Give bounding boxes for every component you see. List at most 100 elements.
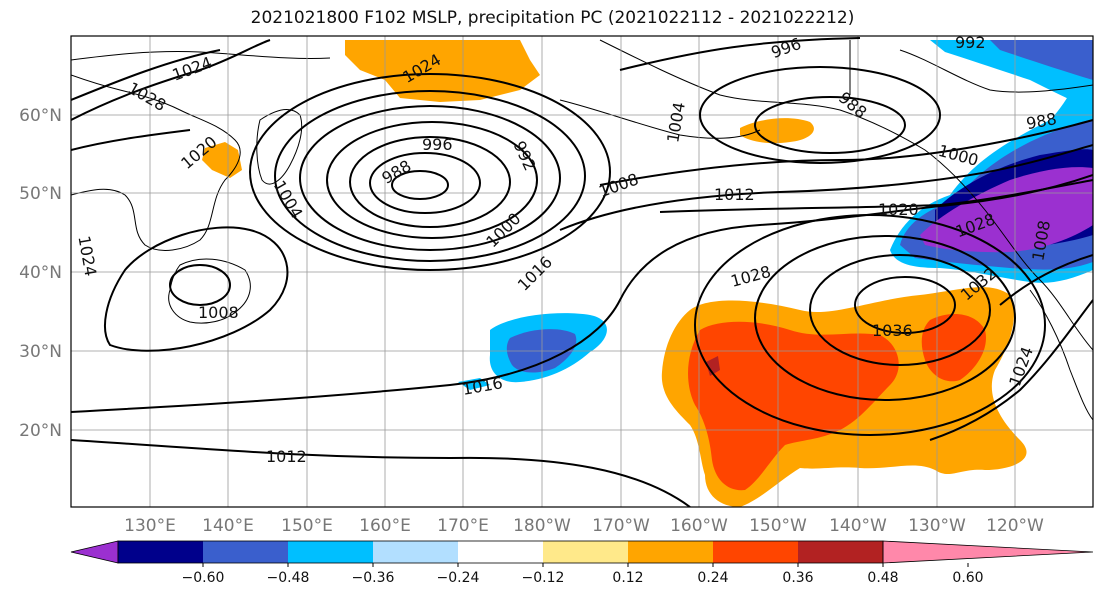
colorbar-segment bbox=[288, 541, 373, 563]
lat-tick-label: 60°N bbox=[19, 106, 62, 126]
lon-tick-label: 160°E bbox=[359, 516, 411, 536]
colorbar-tick-label: 0.36 bbox=[782, 570, 813, 586]
colorbar-arrow-left bbox=[70, 540, 119, 564]
isobar-low-7 bbox=[249, 73, 611, 271]
lon-tick-label: 160°W bbox=[670, 516, 728, 536]
isobar-japan-low bbox=[169, 264, 231, 306]
isobar-label: 1036 bbox=[872, 321, 913, 340]
isobar-label: 1000 bbox=[936, 141, 980, 170]
isobar-low-6 bbox=[274, 90, 586, 262]
colorbar-segment bbox=[798, 541, 883, 563]
isobar-1020 bbox=[659, 179, 1093, 213]
isobar-label: 1004 bbox=[663, 101, 689, 144]
isobar-1024-east bbox=[929, 299, 1093, 441]
isobar-label: 1008 bbox=[198, 303, 239, 322]
lon-tick-label: 150°W bbox=[749, 516, 807, 536]
isobars bbox=[71, 37, 1093, 507]
lon-tick-label: 120°W bbox=[986, 516, 1044, 536]
colorbar-tick-label: 0.24 bbox=[697, 570, 728, 586]
lon-tick-label: 140°W bbox=[829, 516, 887, 536]
isobar-label: 1016 bbox=[514, 252, 556, 294]
colorbar-segment bbox=[203, 541, 288, 563]
colorbar-tick-label: −0.12 bbox=[522, 570, 565, 586]
colorbar-segment bbox=[373, 541, 458, 563]
colorbar-outline bbox=[117, 540, 884, 564]
isobar-high-3 bbox=[754, 235, 1016, 401]
isobar-1008-east bbox=[599, 119, 1093, 186]
shade-orange-north bbox=[345, 40, 540, 102]
colorbar-tick-label: 0.48 bbox=[867, 570, 898, 586]
isobar-label: 1012 bbox=[266, 447, 307, 466]
gridlines bbox=[71, 36, 1093, 507]
isobar-1028-west bbox=[71, 39, 271, 121]
map-frame bbox=[70, 35, 1094, 508]
lat-tick-label: 20°N bbox=[19, 421, 62, 441]
isobar-1016 bbox=[71, 174, 1093, 413]
precip-shading bbox=[202, 40, 1093, 507]
isobar-high-2 bbox=[809, 254, 991, 366]
isobar-label: 1028 bbox=[729, 262, 773, 291]
lat-tick-label: 30°N bbox=[19, 342, 62, 362]
coast-siberia bbox=[71, 51, 331, 61]
shade-red-high bbox=[688, 321, 899, 491]
isobar-label: 1012 bbox=[714, 185, 755, 204]
longitude-labels: 130°E 140°E 150°E 160°E 170°E 180°W 170°W 160°W… bbox=[124, 516, 1044, 536]
isobar-low-5 bbox=[299, 105, 561, 251]
map-title: 2021021800 F102 MSLP, precipitation PC (… bbox=[250, 8, 855, 28]
isobar-low-3 bbox=[349, 136, 511, 228]
lon-tick-label: 150°E bbox=[281, 516, 333, 536]
colorbar-segment bbox=[628, 541, 713, 563]
colorbar-tick-label: −0.36 bbox=[352, 570, 395, 586]
shade-red-high-2 bbox=[921, 314, 986, 382]
isobar-label: 992 bbox=[955, 33, 986, 52]
colorbar-tick-label: 0.12 bbox=[612, 570, 643, 586]
lon-tick-label: 170°W bbox=[592, 516, 650, 536]
isobar-1012-north bbox=[559, 144, 1093, 231]
colorbar: −0.60 −0.48 −0.36 −0.24 −0.12 0.12 0.24 0.36 0.4… bbox=[70, 540, 1094, 586]
lon-tick-label: 140°E bbox=[202, 516, 254, 536]
isobar-label: 1020 bbox=[878, 200, 919, 219]
colorbar-arrow-right bbox=[882, 540, 1094, 564]
colorbar-tick-label: −0.24 bbox=[437, 570, 480, 586]
shade-orange-alaska bbox=[740, 118, 814, 144]
isobar-label: 1024 bbox=[170, 53, 215, 85]
isobar-low-2 bbox=[369, 152, 481, 214]
coast-aleutians bbox=[559, 99, 761, 139]
isobar-label: 988 bbox=[379, 156, 415, 188]
colorbar-segment bbox=[118, 541, 203, 563]
isobar-aleutian-1 bbox=[754, 96, 906, 154]
isobar-1012-south bbox=[71, 439, 691, 507]
coast-alaska bbox=[599, 39, 1093, 351]
isobar-label: 988 bbox=[835, 88, 871, 122]
isobar-1008-west bbox=[104, 226, 289, 352]
colorbar-segment bbox=[458, 541, 543, 563]
isobar-996-north bbox=[619, 37, 861, 71]
colorbar-segment bbox=[713, 541, 798, 563]
isobar-low-1 bbox=[391, 170, 449, 200]
colorbar-tick-label: 0.60 bbox=[952, 570, 983, 586]
lon-tick-label: 180°W bbox=[513, 516, 571, 536]
isobar-1024-west bbox=[71, 49, 221, 101]
colorbar-tick-label: −0.60 bbox=[182, 570, 225, 586]
lon-tick-label: 130°W bbox=[908, 516, 966, 536]
coast-kamchatka bbox=[256, 109, 303, 185]
shade-darkred bbox=[706, 356, 720, 376]
lat-tick-label: 50°N bbox=[19, 184, 62, 204]
colorbar-tick-label: −0.48 bbox=[267, 570, 310, 586]
isobar-label: 996 bbox=[768, 34, 803, 62]
coast-asia bbox=[71, 74, 241, 251]
shade-blue-top bbox=[990, 40, 1093, 80]
isobar-1020-west bbox=[71, 129, 191, 151]
lat-tick-label: 40°N bbox=[19, 263, 62, 283]
lon-tick-label: 170°E bbox=[437, 516, 489, 536]
isobar-label: 996 bbox=[422, 135, 453, 154]
isobar-1032-east bbox=[999, 254, 1093, 306]
isobar-aleutian-2 bbox=[699, 66, 941, 164]
colorbar-segment bbox=[543, 541, 628, 563]
lon-tick-label: 130°E bbox=[124, 516, 176, 536]
isobar-label: 1016 bbox=[461, 373, 504, 399]
latitude-labels: 60°N 50°N 40°N 30°N 20°N bbox=[19, 106, 62, 441]
isobar-label: 1008 bbox=[596, 169, 641, 201]
isobar-label: 1028 bbox=[125, 78, 170, 115]
